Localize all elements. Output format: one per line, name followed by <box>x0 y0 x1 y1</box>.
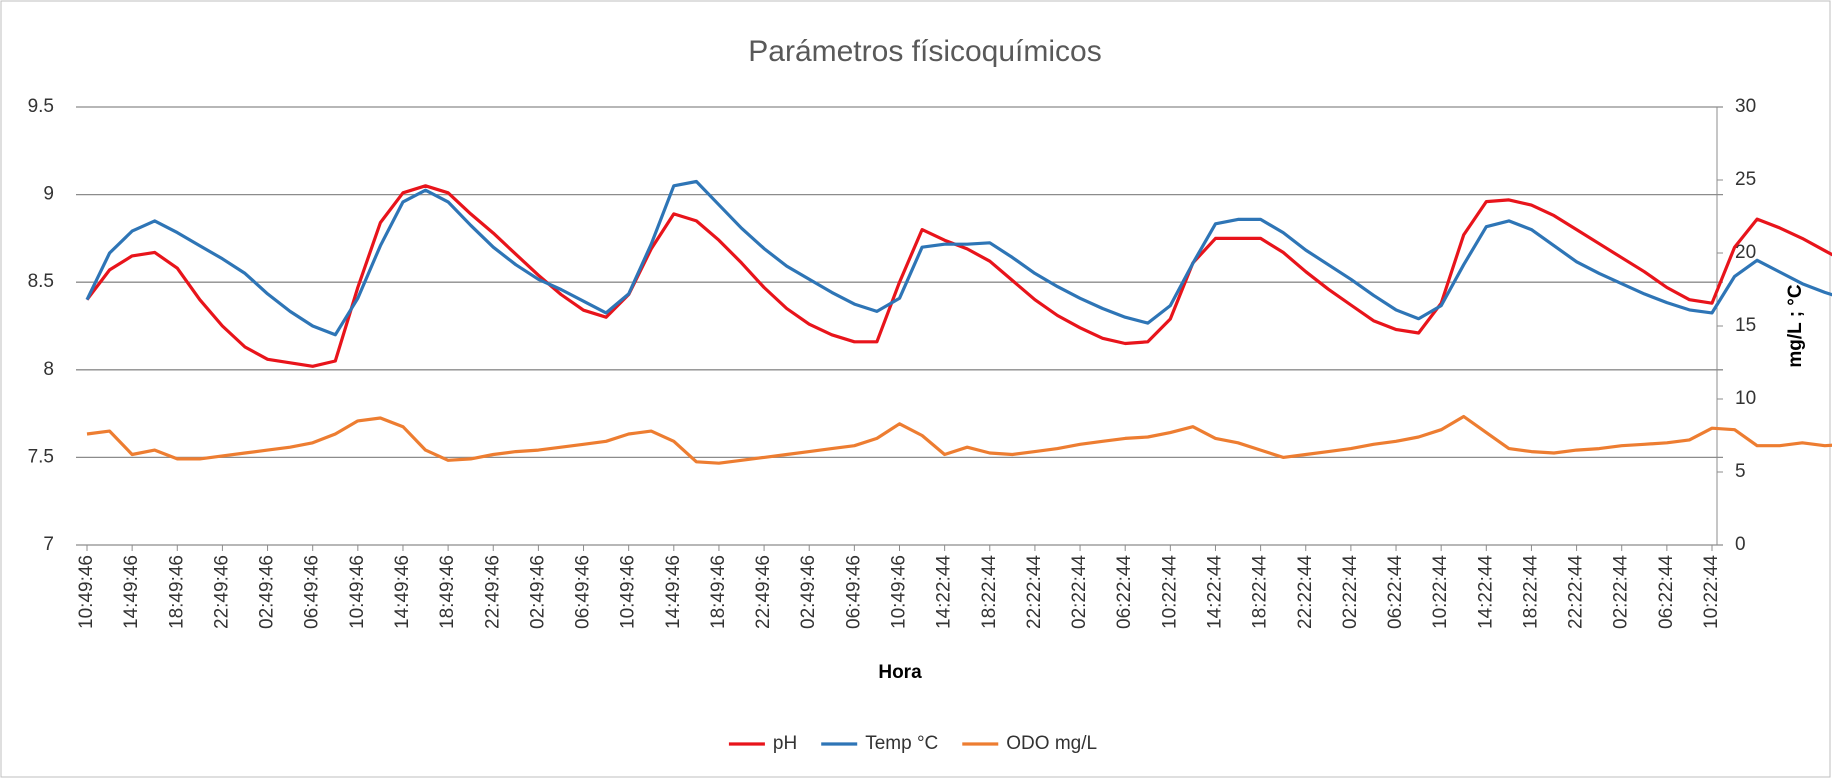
y2-tick-label: 10 <box>1735 388 1756 409</box>
x-tick-label: 10:22:44 <box>1430 555 1451 629</box>
x-tick-label: 10:22:44 <box>1159 555 1180 629</box>
x-tick-label: 10:49:46 <box>889 555 910 629</box>
x-tick-label: 14:49:46 <box>121 555 142 629</box>
legend-label: pH <box>773 733 797 754</box>
x-tick-label: 14:22:44 <box>1204 555 1225 629</box>
line-series <box>86 414 1832 465</box>
x-tick-label: 02:49:46 <box>257 555 278 629</box>
x-tick-label: 06:49:46 <box>302 555 323 629</box>
y2-tick-label: 30 <box>1735 96 1756 117</box>
x-tick-label: 02:49:46 <box>527 555 548 629</box>
x-tick-label: 02:22:44 <box>1611 555 1632 629</box>
y-tick-label: 9.5 <box>28 96 54 117</box>
x-tick-label: 14:22:44 <box>934 555 955 629</box>
x-tick-label: 22:22:44 <box>1024 555 1045 629</box>
x-tick-label: 06:22:44 <box>1114 555 1135 629</box>
x-tick-label: 14:49:46 <box>392 555 413 629</box>
x-tick-label: 22:49:46 <box>753 555 774 629</box>
line-series <box>85 184 1832 368</box>
x-tick-label: 18:49:46 <box>166 555 187 629</box>
y2-tick-label: 5 <box>1735 461 1746 482</box>
x-tick-label: 18:49:46 <box>437 555 458 629</box>
y2-tick-label: 25 <box>1735 169 1756 190</box>
x-tick-label: 06:49:46 <box>573 555 594 629</box>
x-tick-label: 02:49:46 <box>798 555 819 629</box>
y-tick-label: 7.5 <box>28 446 54 467</box>
y-tick-label: 8.5 <box>28 271 54 292</box>
legend-label: Temp °C <box>865 733 938 754</box>
x-tick-label: 10:49:46 <box>347 555 368 629</box>
y2-tick-label: 0 <box>1735 534 1746 555</box>
x-tick-label: 18:49:46 <box>708 555 729 629</box>
y2-tick-label: 15 <box>1735 315 1756 336</box>
x-tick-label: 14:49:46 <box>663 555 684 629</box>
y-tick-label: 7 <box>43 534 54 555</box>
x-tick-label: 10:22:44 <box>1701 555 1722 629</box>
x-tick-label: 22:22:44 <box>1566 555 1587 629</box>
x-tick-label: 10:49:46 <box>618 555 639 629</box>
y2-tick-label: 20 <box>1735 242 1756 263</box>
x-tick-label: 22:49:46 <box>211 555 232 629</box>
x-tick-label: 18:22:44 <box>979 555 1000 629</box>
x-tick-label: 06:49:46 <box>843 555 864 629</box>
y-tick-label: 8 <box>43 359 54 380</box>
y-tick-label: 9 <box>43 184 54 205</box>
chart-title: Parámetros físicoquímicos <box>748 35 1101 68</box>
x-tick-label: 22:22:44 <box>1295 555 1316 629</box>
x-tick-label: 14:22:44 <box>1475 555 1496 629</box>
x-tick-label: 18:22:44 <box>1250 555 1271 629</box>
x-tick-label: 06:22:44 <box>1385 555 1406 629</box>
x-tick-label: 10:49:46 <box>76 555 97 629</box>
line-series <box>85 179 1832 337</box>
legend-label: ODO mg/L <box>1006 733 1097 754</box>
x-tick-label: 02:22:44 <box>1340 555 1361 629</box>
x-tick-label: 18:22:44 <box>1520 555 1541 629</box>
x-tick-label: 06:22:44 <box>1656 555 1677 629</box>
x-axis-label: Hora <box>878 662 922 683</box>
y2-axis-label: mg/L ; °C <box>1785 284 1806 368</box>
x-tick-label: 22:49:46 <box>482 555 503 629</box>
x-tick-label: 02:22:44 <box>1069 555 1090 629</box>
